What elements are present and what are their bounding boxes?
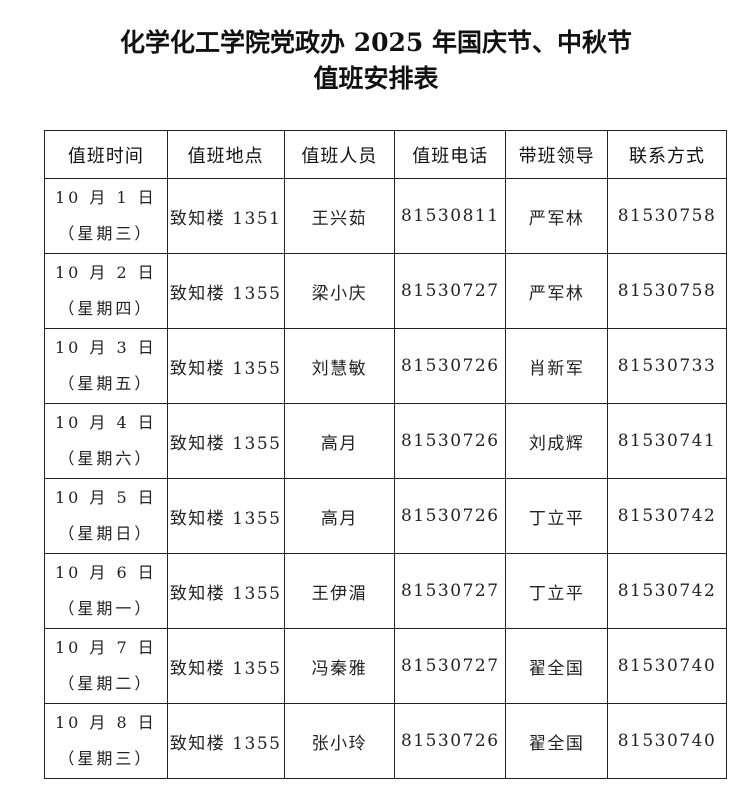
cell-contact: 81530758 (607, 178, 727, 254)
column-header: 带班领导 (505, 130, 608, 179)
table-row: 10 月 6 日 （星期一） 致知楼 1355 王伊湄 81530727 丁立平 81530… (44, 553, 727, 629)
cell-contact: 81530733 (607, 328, 727, 404)
weekday-text: （星期五） (58, 374, 154, 393)
table-row: 10 月 2 日 （星期四） 致知楼 1355 梁小庆 81530727 严军林 81530… (44, 253, 727, 329)
cell-staff: 梁小庆 (283, 253, 396, 329)
table-row: 10 月 1 日 （星期三） 致知楼 1351 王兴茹 81530811 严军林 81530… (44, 178, 727, 254)
table-row: 10 月 7 日 （星期二） 致知楼 1355 冯秦雅 81530727 翟全国 81530… (44, 628, 727, 704)
cell-staff: 高月 (283, 403, 396, 479)
column-header: 值班人员 (283, 130, 396, 179)
cell-location: 致知楼 1351 (166, 178, 285, 254)
cell-phone: 81530726 (394, 703, 507, 779)
date-text: 10 月 7 日 (54, 638, 157, 657)
date-text: 10 月 8 日 (54, 713, 157, 732)
cell-date: 10 月 7 日 （星期二） (44, 628, 168, 704)
cell-location: 致知楼 1355 (166, 403, 285, 479)
table-row: 10 月 4 日 （星期六） 致知楼 1355 高月 81530726 刘成辉 815307… (44, 403, 727, 479)
column-header: 值班电话 (394, 130, 507, 179)
cell-location: 致知楼 1355 (166, 628, 285, 704)
cell-phone: 81530726 (394, 478, 507, 554)
cell-phone: 81530727 (394, 628, 507, 704)
cell-location: 致知楼 1355 (166, 703, 285, 779)
duty-schedule-table: 值班时间 值班地点 值班人员 值班电话 带班领导 联系方式 10 月 1 日 （星期三） 致知… (44, 130, 727, 779)
cell-leader: 严军林 (505, 178, 608, 254)
cell-location: 致知楼 1355 (166, 553, 285, 629)
cell-staff: 冯秦雅 (283, 628, 396, 704)
cell-phone: 81530727 (394, 253, 507, 329)
cell-phone: 81530726 (394, 328, 507, 404)
cell-contact: 81530742 (607, 478, 727, 554)
cell-date: 10 月 4 日 （星期六） (44, 403, 168, 479)
weekday-text: （星期一） (58, 599, 154, 618)
cell-location: 致知楼 1355 (166, 328, 285, 404)
cell-date: 10 月 2 日 （星期四） (44, 253, 168, 329)
cell-phone: 81530726 (394, 403, 507, 479)
cell-date: 10 月 6 日 （星期一） (44, 553, 168, 629)
cell-phone: 81530811 (394, 178, 507, 254)
cell-date: 10 月 5 日 （星期日） (44, 478, 168, 554)
date-text: 10 月 2 日 (54, 263, 157, 282)
weekday-text: （星期四） (58, 299, 154, 318)
column-header: 值班时间 (44, 130, 168, 179)
document-subtitle: 值班安排表 (313, 64, 439, 93)
cell-staff: 高月 (283, 478, 396, 554)
cell-contact: 81530740 (607, 628, 727, 704)
cell-staff: 王兴茹 (283, 178, 396, 254)
date-text: 10 月 4 日 (54, 413, 157, 432)
weekday-text: （星期三） (58, 224, 154, 243)
cell-location: 致知楼 1355 (166, 253, 285, 329)
weekday-text: （星期日） (58, 524, 154, 543)
weekday-text: （星期二） (58, 674, 154, 693)
cell-contact: 81530740 (607, 703, 727, 779)
column-header: 联系方式 (607, 130, 727, 179)
date-text: 10 月 3 日 (54, 338, 157, 357)
cell-leader: 翟全国 (505, 703, 608, 779)
date-text: 10 月 6 日 (54, 563, 157, 582)
table-header-row: 值班时间 值班地点 值班人员 值班电话 带班领导 联系方式 (44, 130, 727, 179)
cell-leader: 翟全国 (505, 628, 608, 704)
weekday-text: （星期六） (58, 449, 154, 468)
cell-leader: 丁立平 (505, 478, 608, 554)
cell-date: 10 月 3 日 （星期五） (44, 328, 168, 404)
weekday-text: （星期三） (58, 749, 154, 768)
cell-location: 致知楼 1355 (166, 478, 285, 554)
cell-phone: 81530727 (394, 553, 507, 629)
table-row: 10 月 8 日 （星期三） 致知楼 1355 张小玲 81530726 翟全国 81530… (44, 703, 727, 779)
cell-staff: 刘慧敏 (283, 328, 396, 404)
cell-staff: 王伊湄 (283, 553, 396, 629)
cell-leader: 肖新军 (505, 328, 608, 404)
table-row: 10 月 5 日 （星期日） 致知楼 1355 高月 81530726 丁立平 815307… (44, 478, 727, 554)
cell-leader: 丁立平 (505, 553, 608, 629)
cell-date: 10 月 8 日 （星期三） (44, 703, 168, 779)
cell-leader: 刘成辉 (505, 403, 608, 479)
table-row: 10 月 3 日 （星期五） 致知楼 1355 刘慧敏 81530726 肖新军 81530… (44, 328, 727, 404)
cell-contact: 81530758 (607, 253, 727, 329)
date-text: 10 月 1 日 (54, 188, 157, 207)
document-title: 化学化工学院党政办 2025 年国庆节、中秋节 (120, 28, 632, 57)
cell-leader: 严军林 (505, 253, 608, 329)
cell-contact: 81530741 (607, 403, 727, 479)
cell-staff: 张小玲 (283, 703, 396, 779)
date-text: 10 月 5 日 (54, 488, 157, 507)
cell-contact: 81530742 (607, 553, 727, 629)
cell-date: 10 月 1 日 （星期三） (44, 178, 168, 254)
column-header: 值班地点 (166, 130, 285, 179)
